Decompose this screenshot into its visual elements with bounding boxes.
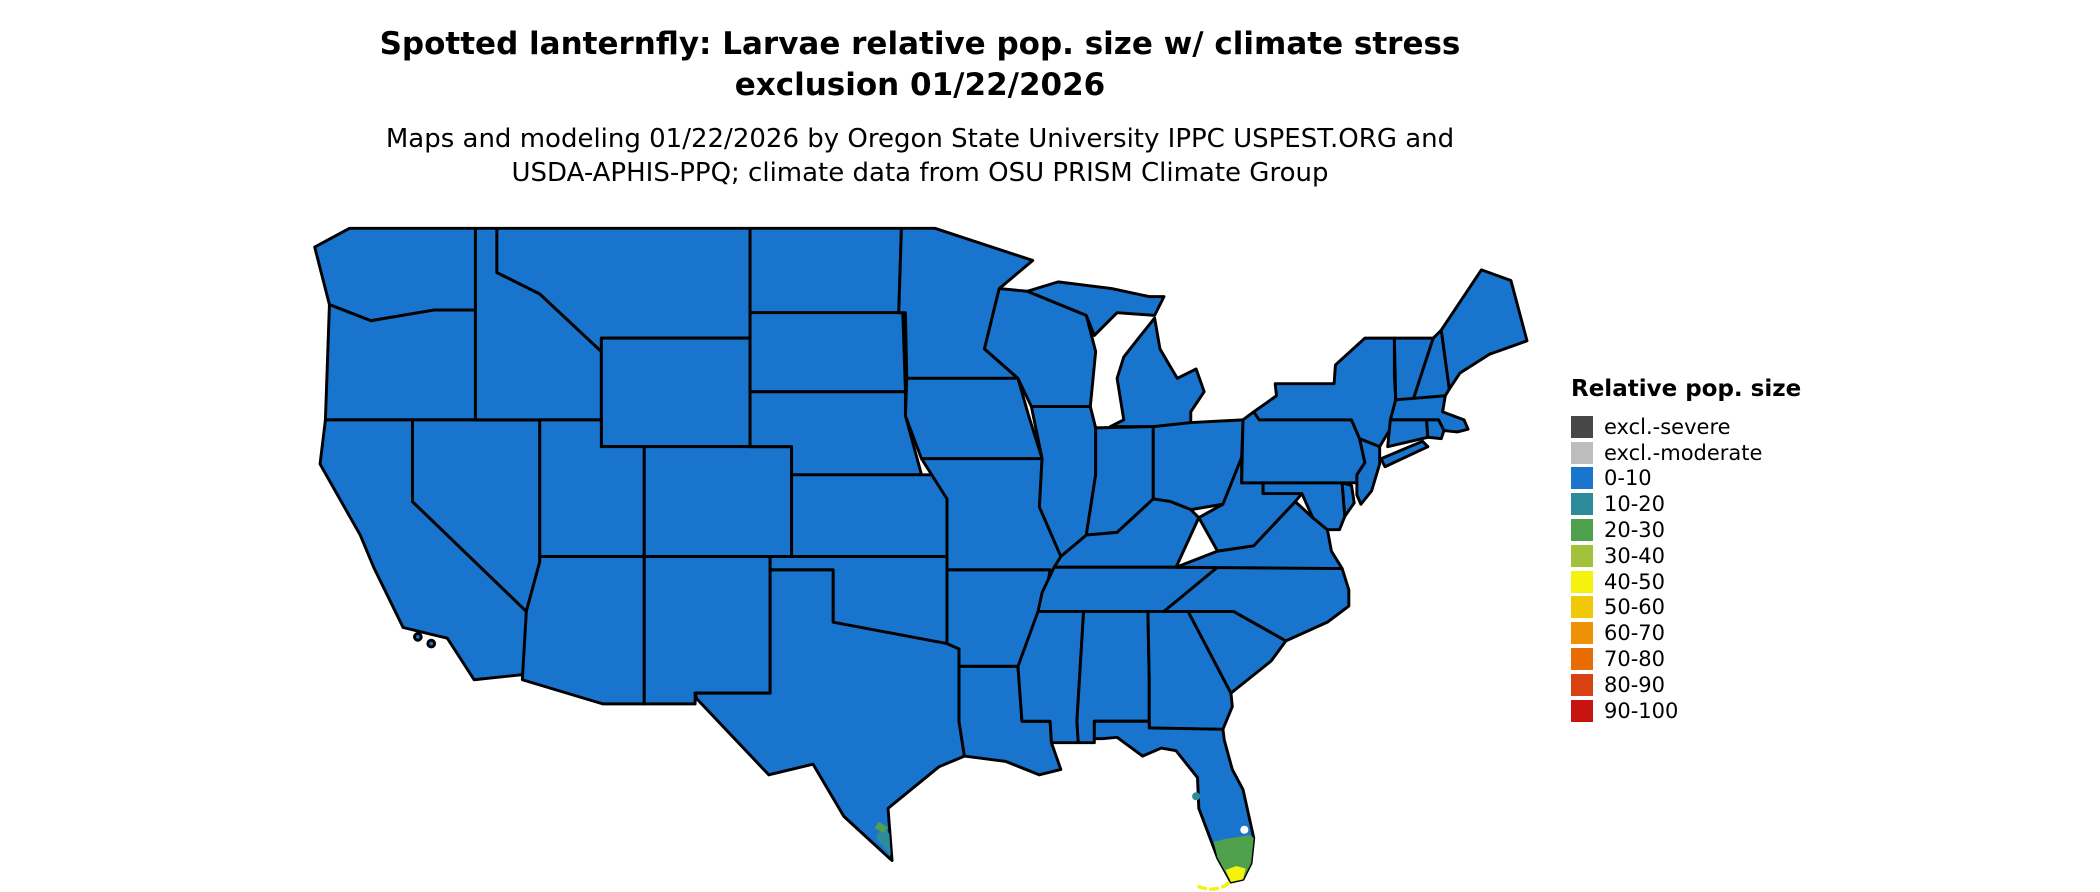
legend-item-90-100: 90-100 <box>1571 698 1801 724</box>
legend-item-20-30: 20-30 <box>1571 517 1801 543</box>
state-north-carolina <box>1162 565 1351 643</box>
florida-keys <box>1193 881 1231 891</box>
legend-label-excl-moderate: excl.-moderate <box>1604 440 1763 465</box>
legend-swatch-excl-moderate <box>1571 441 1593 464</box>
state-new-mexico <box>642 555 772 706</box>
state-pennsylvania <box>1240 410 1367 485</box>
state-north-dakota <box>748 226 903 315</box>
legend-swatch-70-80 <box>1571 648 1593 671</box>
legend: Relative pop. size excl.-severe excl.-mo… <box>1571 376 1801 724</box>
long-island <box>1379 439 1430 469</box>
legend-swatch-0-10 <box>1571 467 1593 490</box>
legend-label-50-60: 50-60 <box>1604 595 1666 620</box>
state-maine <box>1439 268 1529 391</box>
state-new-hampshire <box>1411 328 1451 402</box>
lake-okeechobee <box>1240 825 1249 834</box>
state-south-dakota <box>748 311 907 394</box>
south-florida-tip-patch <box>1225 865 1246 883</box>
legend-item-80-90: 80-90 <box>1571 672 1801 698</box>
state-colorado <box>642 445 794 558</box>
us-choropleth-map <box>313 226 1529 891</box>
legend-label-40-50: 40-50 <box>1604 569 1666 594</box>
legend-label-60-70: 60-70 <box>1604 621 1666 646</box>
state-texas <box>693 568 966 863</box>
legend-item-excl-moderate: excl.-moderate <box>1571 440 1801 466</box>
legend-item-0-10: 0-10 <box>1571 466 1801 492</box>
legend-swatch-40-50 <box>1571 570 1593 593</box>
tampa-bay-patch <box>1192 792 1201 801</box>
michigan-lower-peninsula <box>1108 316 1206 429</box>
state-arizona <box>520 555 646 706</box>
legend-item-50-60: 50-60 <box>1571 595 1801 621</box>
legend-swatch-50-60 <box>1571 596 1593 619</box>
state-new-jersey <box>1355 437 1382 506</box>
legend-item-excl-severe: excl.-severe <box>1571 414 1801 440</box>
population-highlight-layer <box>874 792 1254 891</box>
legend-label-20-30: 20-30 <box>1604 518 1666 543</box>
legend-label-10-20: 10-20 <box>1604 492 1666 517</box>
legend-title: Relative pop. size <box>1571 376 1802 402</box>
legend-swatch-30-40 <box>1571 544 1593 567</box>
figure-subtitle-line1: Maps and modeling 01/22/2026 by Oregon S… <box>385 124 1455 154</box>
legend-label-30-40: 30-40 <box>1604 543 1666 568</box>
state-delaware <box>1340 481 1356 518</box>
legend-label-80-90: 80-90 <box>1604 672 1666 697</box>
legend-item-70-80: 70-80 <box>1571 646 1801 672</box>
state-rhode-island <box>1425 418 1446 441</box>
legend-item-30-40: 30-40 <box>1571 543 1801 569</box>
legend-item-10-20: 10-20 <box>1571 491 1801 517</box>
state-iowa <box>903 376 1044 461</box>
figure-subtitle-line2: USDA-APHIS-PPQ; climate data from OSU PR… <box>511 158 1329 188</box>
legend-swatch-80-90 <box>1571 673 1593 696</box>
legend-swatch-20-30 <box>1571 519 1593 542</box>
legend-item-60-70: 60-70 <box>1571 620 1801 646</box>
states-layer <box>313 226 1529 884</box>
state-kansas <box>790 473 949 558</box>
legend-label-90-100: 90-100 <box>1604 698 1679 723</box>
figure-title-line1: Spotted lanternfly: Larvae relative pop.… <box>379 26 1461 62</box>
channel-island <box>426 638 437 649</box>
state-oregon <box>323 303 477 422</box>
figure-title-line2: exclusion 01/22/2026 <box>734 67 1106 103</box>
legend-swatch-10-20 <box>1571 493 1593 516</box>
south-texas-fringe-patch <box>874 821 889 833</box>
legend-label-0-10: 0-10 <box>1604 466 1652 491</box>
legend-label-excl-severe: excl.-severe <box>1604 414 1731 439</box>
south-texas-patch <box>875 825 891 856</box>
legend-swatch-90-100 <box>1571 699 1593 722</box>
figure-subtitle: Maps and modeling 01/22/2026 by Oregon S… <box>0 122 1840 190</box>
channel-island <box>413 632 423 642</box>
legend-label-70-80: 70-80 <box>1604 647 1666 672</box>
legend-swatch-60-70 <box>1571 622 1593 645</box>
legend-swatch-excl-severe <box>1571 415 1593 438</box>
figure-title: Spotted lanternfly: Larvae relative pop.… <box>0 24 1840 106</box>
michigan-upper-peninsula <box>1025 280 1166 337</box>
legend-item-40-50: 40-50 <box>1571 569 1801 595</box>
state-wyoming <box>599 336 752 449</box>
